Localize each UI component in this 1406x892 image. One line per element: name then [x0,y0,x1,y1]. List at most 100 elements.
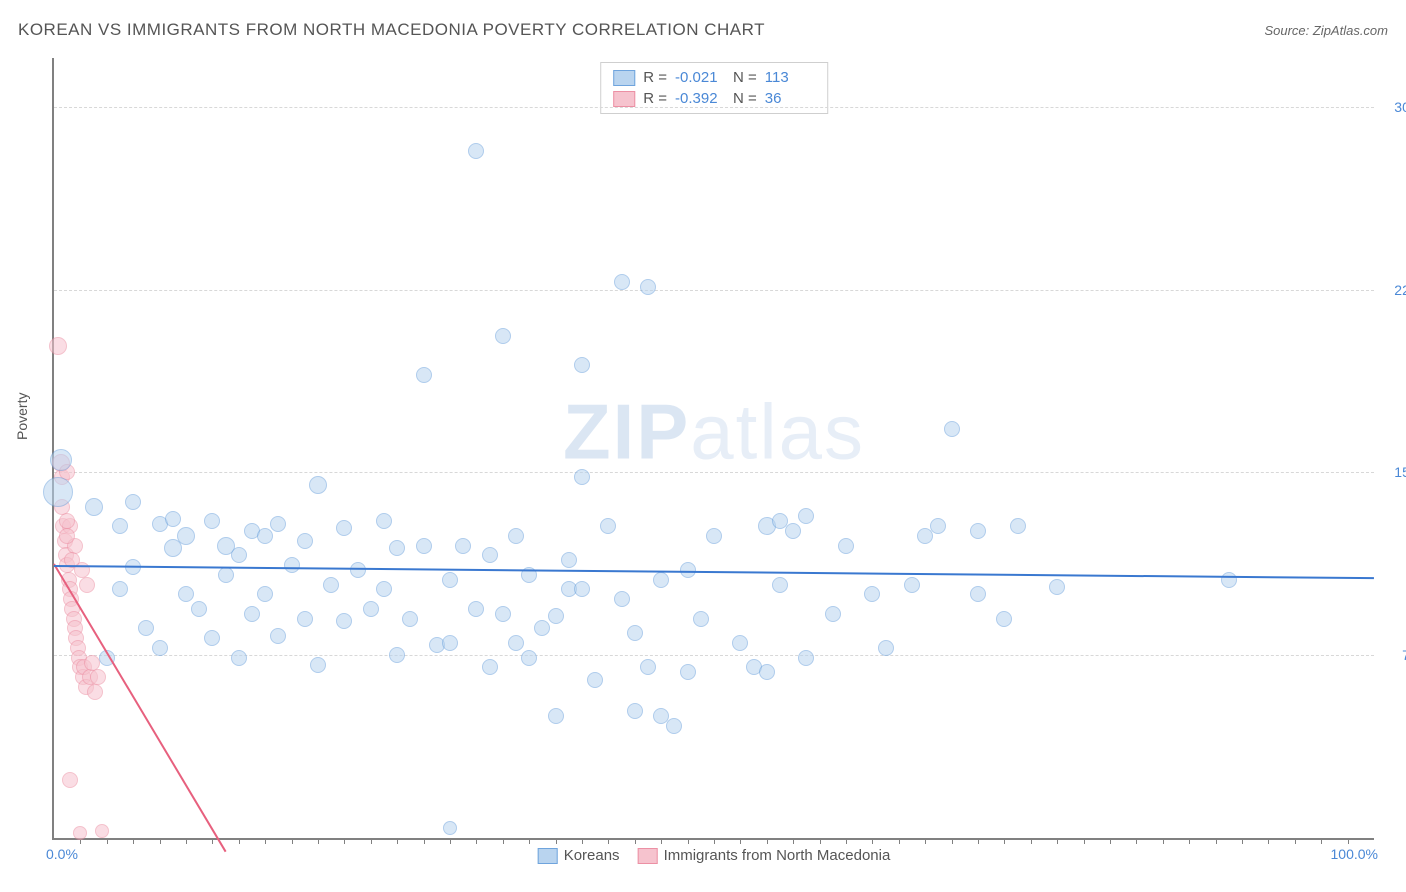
swatch-blue-icon [538,848,558,864]
data-point [878,640,894,656]
data-point [59,513,75,529]
x-minor-tick [371,838,372,844]
legend-item-macedonia: Immigrants from North Macedonia [638,847,891,864]
data-point [310,657,326,673]
data-point [49,337,67,355]
data-point [416,367,432,383]
data-point [970,586,986,602]
x-minor-tick [1242,838,1243,844]
swatch-pink-icon [638,848,658,864]
data-point [112,581,128,597]
gridline [54,107,1374,108]
data-point [640,659,656,675]
data-point [270,628,286,644]
data-point [323,577,339,593]
data-point [73,826,87,840]
data-point [561,552,577,568]
x-minor-tick [767,838,768,844]
data-point [204,513,220,529]
x-minor-tick [952,838,953,844]
y-axis-label: Poverty [14,393,30,440]
chart-header: KOREAN VS IMMIGRANTS FROM NORTH MACEDONI… [18,20,1388,40]
data-point [350,562,366,578]
data-point [389,647,405,663]
data-point [521,650,537,666]
series-legend: Koreans Immigrants from North Macedonia [538,847,891,864]
data-point [495,328,511,344]
data-point [389,540,405,556]
data-point [468,143,484,159]
data-point [468,601,484,617]
data-point [574,469,590,485]
data-point [640,279,656,295]
data-point [178,586,194,602]
data-point [284,557,300,573]
data-point [548,608,564,624]
data-point [90,669,106,685]
legend-row-koreans: R = -0.021 N = 113 [613,67,815,88]
data-point [231,650,247,666]
x-minor-tick [688,838,689,844]
data-point [534,620,550,636]
x-minor-tick [820,838,821,844]
data-point [970,523,986,539]
x-minor-tick [1348,838,1349,844]
x-minor-tick [1321,838,1322,844]
data-point [732,635,748,651]
data-point [336,520,352,536]
x-minor-tick [529,838,530,844]
data-point [587,672,603,688]
x-minor-tick [1216,838,1217,844]
data-point [653,572,669,588]
x-minor-tick [344,838,345,844]
data-point [759,664,775,680]
scatter-plot: ZIPatlas R = -0.021 N = 113 R = -0.392 N… [52,58,1374,840]
data-point [152,640,168,656]
data-point [376,581,392,597]
x-minor-tick [872,838,873,844]
x-minor-tick [793,838,794,844]
chart-source: Source: ZipAtlas.com [1264,23,1388,38]
gridline [54,655,1374,656]
x-minor-tick [186,838,187,844]
x-minor-tick [1057,838,1058,844]
data-point [336,613,352,629]
data-point [944,421,960,437]
data-point [508,528,524,544]
gridline [54,290,1374,291]
data-point [43,477,73,507]
data-point [706,528,722,544]
x-minor-tick [1084,838,1085,844]
data-point [79,577,95,593]
data-point [112,518,128,534]
data-point [495,606,511,622]
data-point [50,449,72,471]
data-point [138,620,154,636]
x-minor-tick [397,838,398,844]
x-minor-tick [1189,838,1190,844]
x-minor-tick [1163,838,1164,844]
data-point [125,494,141,510]
x-minor-tick [899,838,900,844]
x-minor-tick [1004,838,1005,844]
data-point [680,664,696,680]
x-minor-tick [292,838,293,844]
data-point [574,581,590,597]
data-point [85,498,103,516]
x-minor-tick [661,838,662,844]
data-point [482,659,498,675]
watermark: ZIPatlas [563,387,865,478]
data-point [1010,518,1026,534]
x-minor-tick [714,838,715,844]
x-minor-tick [503,838,504,844]
chart-title: KOREAN VS IMMIGRANTS FROM NORTH MACEDONI… [18,20,765,40]
y-tick-label: 15.0% [1379,464,1406,480]
data-point [627,703,643,719]
x-minor-tick [239,838,240,844]
x-minor-tick [556,838,557,844]
x-minor-tick [1268,838,1269,844]
data-point [177,527,195,545]
data-point [627,625,643,641]
data-point [838,538,854,554]
x-minor-tick [107,838,108,844]
